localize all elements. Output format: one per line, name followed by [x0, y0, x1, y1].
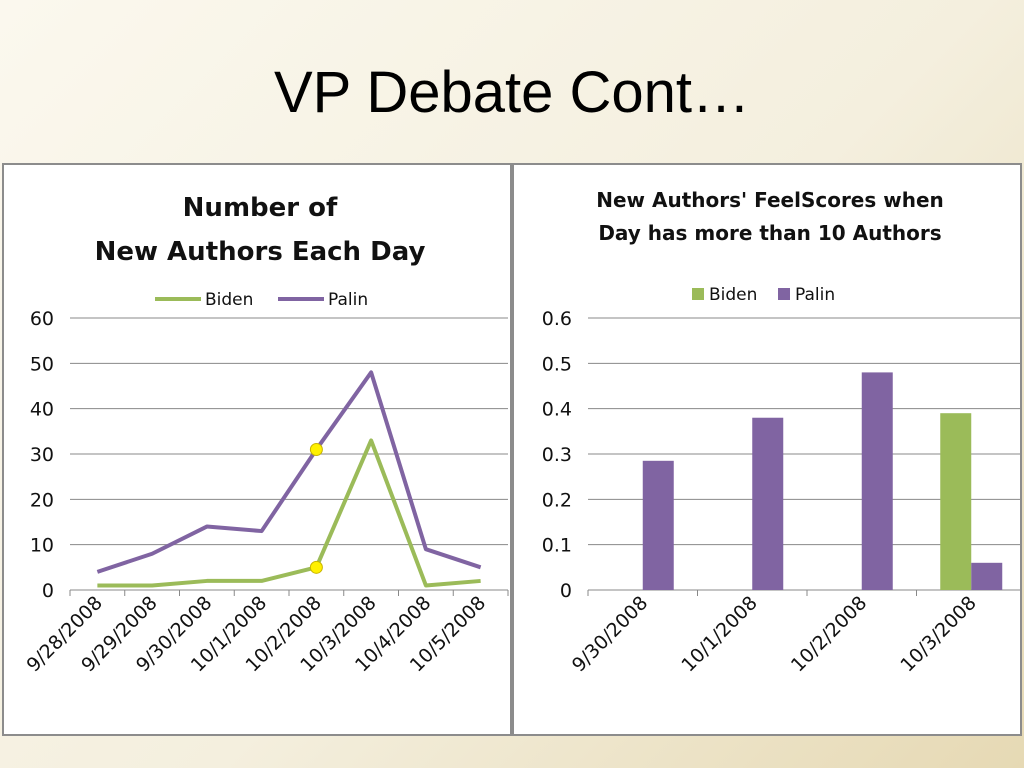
- legend-label-biden: Biden: [205, 290, 253, 310]
- bar-palin: [971, 562, 1003, 590]
- x-tick-label: 9/30/2008: [568, 592, 652, 676]
- x-tick-label: 10/2/2008: [787, 592, 871, 676]
- y-tick-label: 60: [30, 308, 54, 330]
- line-chart-panel: Number of New Authors Each Day Biden Pal…: [2, 163, 512, 736]
- legend-label-palin: Palin: [328, 290, 368, 310]
- bar-chart-panel: New Authors' FeelScores when Day has mor…: [512, 163, 1022, 736]
- y-tick-label: 30: [30, 444, 54, 466]
- bar-chart-legend: Biden Palin: [692, 285, 835, 305]
- bar-palin: [642, 460, 674, 590]
- bar-palin: [861, 372, 893, 590]
- line-chart-title-line-1: Number of: [183, 193, 338, 223]
- y-tick-label: 0: [560, 580, 572, 602]
- y-tick-label: 0.5: [542, 353, 572, 375]
- y-tick-label: 20: [30, 489, 54, 511]
- bar-chart-title-line-2: Day has more than 10 Authors: [598, 221, 941, 245]
- line-chart-legend: Biden Palin: [155, 290, 368, 310]
- y-tick-label: 0.6: [542, 308, 572, 330]
- highlight-point-biden: [309, 560, 323, 574]
- y-tick-label: 0.2: [542, 489, 572, 511]
- x-tick-label: 10/3/2008: [896, 592, 980, 676]
- bar-chart: New Authors' FeelScores when Day has mor…: [542, 188, 1020, 676]
- y-tick-label: 0.1: [542, 535, 572, 557]
- legend-label-biden: Biden: [709, 285, 757, 305]
- bar-chart-title-line-1: New Authors' FeelScores when: [596, 188, 944, 212]
- y-tick-label: 40: [30, 399, 54, 421]
- legend-label-palin: Palin: [795, 285, 835, 305]
- series-line-biden: [97, 438, 481, 588]
- y-tick-label: 0.3: [542, 444, 572, 466]
- line-chart: Number of New Authors Each Day Biden Pal…: [22, 193, 509, 676]
- y-tick-label: 50: [30, 353, 54, 375]
- legend-swatch-palin: [778, 288, 790, 300]
- legend-swatch-biden: [692, 288, 704, 300]
- highlight-point-palin: [309, 442, 323, 456]
- series-line-palin: [96, 370, 482, 574]
- line-chart-title-line-2: New Authors Each Day: [95, 237, 426, 267]
- bar-biden: [940, 413, 972, 590]
- y-tick-label: 0: [42, 580, 54, 602]
- bar-palin: [752, 417, 784, 590]
- x-tick-label: 10/1/2008: [677, 592, 761, 676]
- y-tick-label: 10: [30, 535, 54, 557]
- y-tick-label: 0.4: [542, 399, 572, 421]
- slide-title: VP Debate Cont…: [273, 60, 751, 125]
